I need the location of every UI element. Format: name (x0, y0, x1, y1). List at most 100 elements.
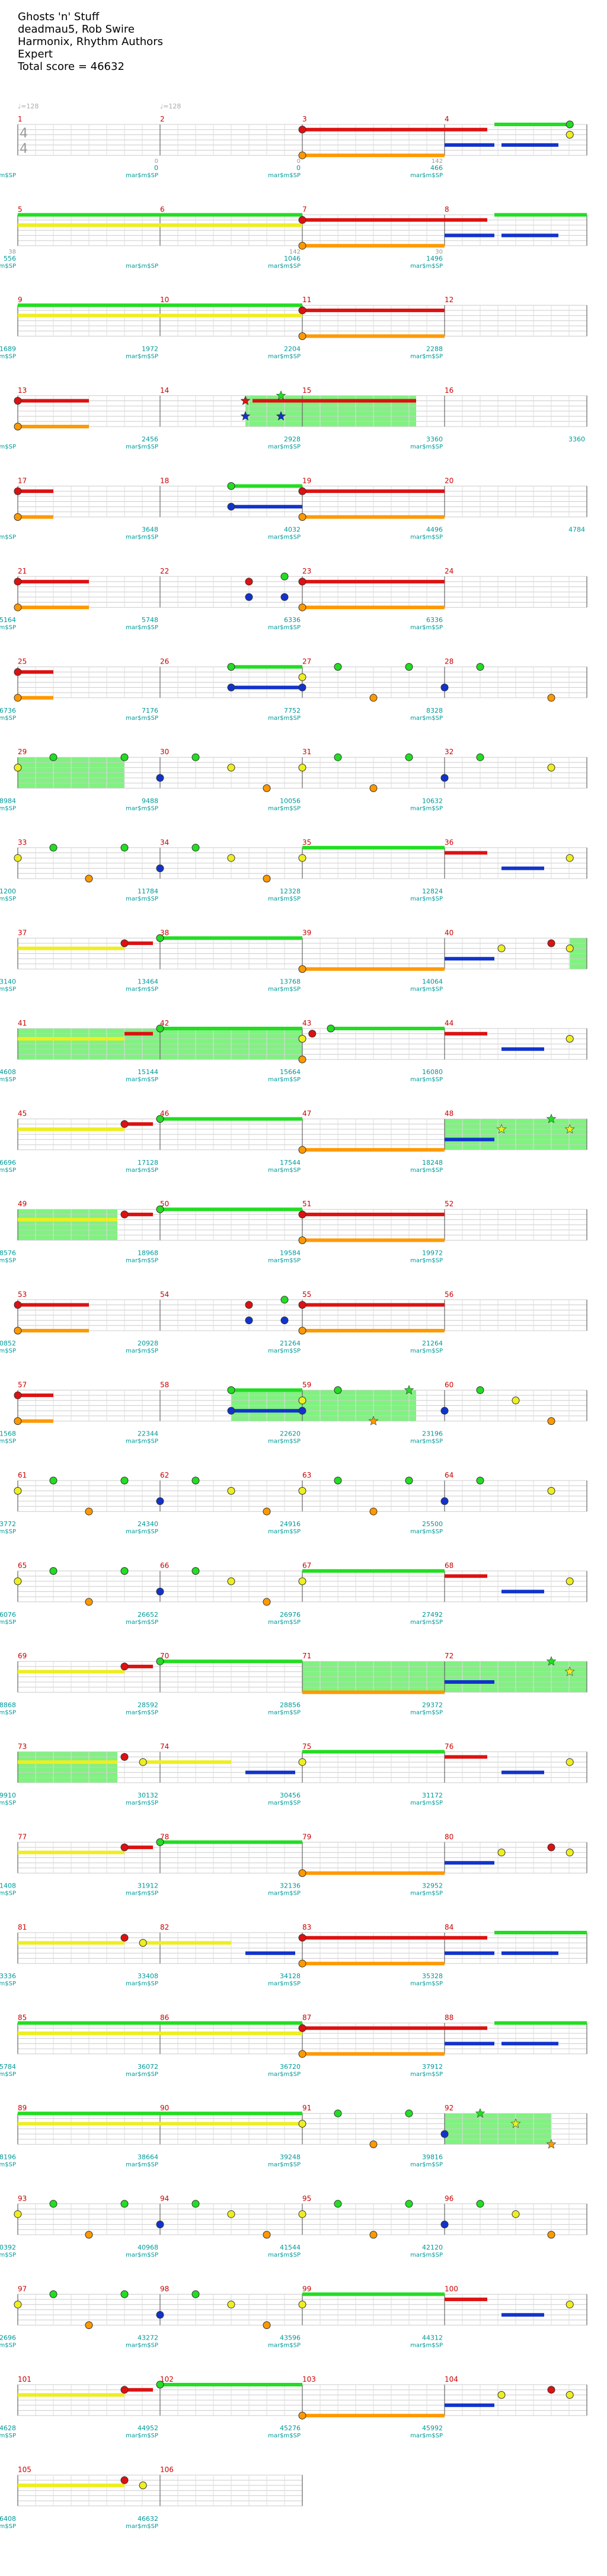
measure-score: 19972 (422, 1249, 443, 1257)
green-note (156, 2380, 164, 2389)
measure-score: 45992 (422, 2424, 443, 2432)
green-note (191, 1476, 200, 1485)
orange-note (263, 2231, 271, 2239)
measure-annotation: mar$m$SP (0, 2161, 16, 2168)
measure-number: 17 (18, 476, 27, 485)
measure-annotation: mar$m$SP (0, 1348, 16, 1354)
measure-annotation: mar$m$SP (0, 2523, 16, 2530)
orange-note (369, 784, 378, 792)
measure-annotation: mar$m$SP (0, 1891, 16, 1897)
red-note (298, 126, 306, 134)
chart-row (14, 2290, 587, 2330)
measure-annotation: mar$m$SP (126, 2071, 158, 2078)
measure-number: 40 (445, 928, 453, 937)
chart-row (17, 1838, 587, 1877)
green-note (120, 2200, 129, 2208)
measure-score: 2928 (284, 435, 301, 443)
measure-number: 98 (160, 2285, 169, 2293)
measure-score: 15144 (138, 1068, 158, 1076)
measure-number: 93 (18, 2194, 27, 2203)
measure-score: 11200 (0, 887, 16, 895)
measure-annotation: mar$m$SP (410, 1529, 443, 1535)
measure-annotation: mar$m$SP (0, 1619, 16, 1626)
measure-score: 16696 (0, 1159, 16, 1167)
measure-score: 33336 (0, 1972, 16, 1980)
measure-annotation: mar$m$SP (268, 1619, 301, 1626)
measure-score: 1496 (426, 255, 443, 262)
measure-score: 30132 (138, 1792, 158, 1799)
measure-number: 59 (302, 1380, 311, 1389)
red-note (245, 1301, 253, 1309)
red-note (120, 1843, 129, 1851)
yellow-note (566, 1848, 574, 1857)
green-note (120, 1476, 129, 1485)
measure-score: 18248 (422, 1159, 443, 1167)
measure-number: 11 (302, 296, 311, 304)
orange-note (85, 2231, 93, 2239)
measure-count: 142 (432, 158, 443, 165)
measure-number: 52 (445, 1200, 453, 1208)
measure-number: 1 (18, 115, 23, 123)
green-note (191, 1567, 200, 1575)
yellow-note (497, 944, 506, 953)
orange-note (14, 603, 22, 611)
measure-annotation: mar$m$SP (126, 444, 158, 450)
orange-note (14, 513, 22, 521)
song-artist: deadmau5, Rob Swire (18, 23, 135, 36)
measure-annotation: mar$m$SP (126, 2252, 158, 2258)
measure-count: 0 (155, 158, 158, 165)
blue-note (440, 2221, 449, 2229)
green-note (191, 2200, 200, 2208)
yellow-note (14, 854, 22, 862)
measure-number: 31 (302, 748, 311, 756)
orange-note (298, 151, 306, 159)
red-note (298, 216, 306, 224)
measure-number: 65 (18, 1562, 27, 1570)
measure-count: 30 (435, 249, 443, 255)
red-note (14, 668, 22, 676)
measure-number: 54 (160, 1290, 169, 1299)
green-note (49, 753, 57, 761)
measure-number: 41 (18, 1019, 27, 1027)
measure-annotation: mar$m$SP (0, 2071, 16, 2078)
red-note (298, 306, 306, 315)
measure-number: 38 (160, 928, 169, 937)
measure-number: 48 (445, 1110, 453, 1118)
red-note (14, 1301, 22, 1309)
measure-score: 24340 (138, 1520, 158, 1528)
yellow-note (139, 1939, 147, 1947)
chart-author: Harmonix, Rhythm Authors (18, 36, 163, 48)
measure-number: 37 (18, 928, 27, 937)
measure-number: 9 (18, 296, 23, 304)
measure-number: 20 (445, 476, 453, 485)
green-note (476, 2200, 484, 2208)
orange-note (298, 1959, 306, 1968)
yellow-note (566, 1034, 574, 1043)
measure-annotation: mar$m$SP (0, 896, 16, 902)
measure-number: 71 (302, 1652, 311, 1660)
measure-number: 30 (160, 748, 169, 756)
measure-score: 26076 (0, 1611, 16, 1619)
measure-number: 24 (445, 567, 453, 575)
yellow-note (227, 1577, 235, 1585)
measure-annotation: mar$m$SP (268, 444, 301, 450)
red-star-note (240, 395, 251, 405)
measure-number: 46 (160, 1110, 169, 1118)
red-note (120, 1210, 129, 1219)
measure-annotation: mar$m$SP (126, 353, 158, 360)
yellow-note (298, 1486, 306, 1495)
red-note (298, 1934, 306, 1942)
yellow-note (566, 1758, 574, 1766)
measure-annotation: mar$m$SP (268, 534, 301, 541)
measure-number: 15 (302, 386, 311, 395)
orange-note (263, 784, 271, 792)
yellow-note (298, 1396, 306, 1405)
orange-star-note (368, 1415, 379, 1425)
measure-score: 24916 (280, 1520, 301, 1528)
measure-score: 40392 (0, 2244, 16, 2251)
orange-note (298, 1327, 306, 1335)
measure-score: 2456 (142, 435, 158, 443)
blue-note (440, 2130, 449, 2138)
orange-note (85, 1507, 93, 1516)
